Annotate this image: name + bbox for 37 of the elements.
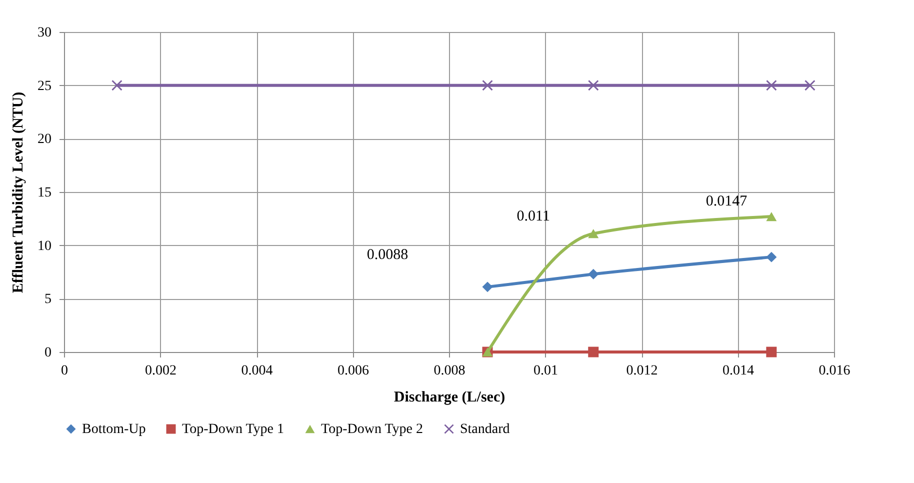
point xyxy=(588,268,599,280)
y-tick-label: 5 xyxy=(44,292,52,308)
point xyxy=(804,80,816,91)
x-tick-label: 0.004 xyxy=(241,364,273,378)
x-tick-label: 0.01 xyxy=(534,364,558,378)
point xyxy=(766,252,777,262)
x-axis-title: Discharge (L/sec) xyxy=(394,390,506,406)
x-tick-label: 0.002 xyxy=(145,364,176,378)
legend-label: Top-Down Type 1 xyxy=(182,422,284,437)
annotation: 0.0088 xyxy=(366,247,408,263)
annotation: 0.0147 xyxy=(706,194,748,210)
x-tick-label: 0.008 xyxy=(434,364,466,378)
y-tick-label: 10 xyxy=(38,238,52,254)
x-tick-label: 0.006 xyxy=(338,364,369,378)
y-tick-label: 15 xyxy=(38,186,52,200)
point xyxy=(482,80,493,91)
x-tick-label: 0.016 xyxy=(818,364,850,378)
point xyxy=(588,80,599,91)
y-tick-label: 25 xyxy=(38,78,52,94)
y-axis-title: Effluent Turbidity Level (NTU) xyxy=(10,92,26,294)
legend-label: Top-Down Type 2 xyxy=(321,422,423,437)
y-tick-label: 0 xyxy=(44,346,52,360)
annotation: 0.011 xyxy=(516,208,550,225)
x-tick-label: 0.014 xyxy=(722,364,754,378)
point xyxy=(482,282,493,292)
point xyxy=(766,212,777,222)
point xyxy=(112,80,122,91)
x-tick-label: 0 xyxy=(61,364,68,378)
legend-label: Bottom-Up xyxy=(82,422,146,437)
legend-label: Standard xyxy=(460,422,510,437)
point xyxy=(766,346,777,358)
point xyxy=(588,346,599,358)
y-tick-label: 30 xyxy=(38,26,52,40)
y-tick-label: 20 xyxy=(38,132,52,148)
point xyxy=(766,80,777,91)
x-tick-label: 0.012 xyxy=(626,364,658,378)
point xyxy=(588,229,599,238)
